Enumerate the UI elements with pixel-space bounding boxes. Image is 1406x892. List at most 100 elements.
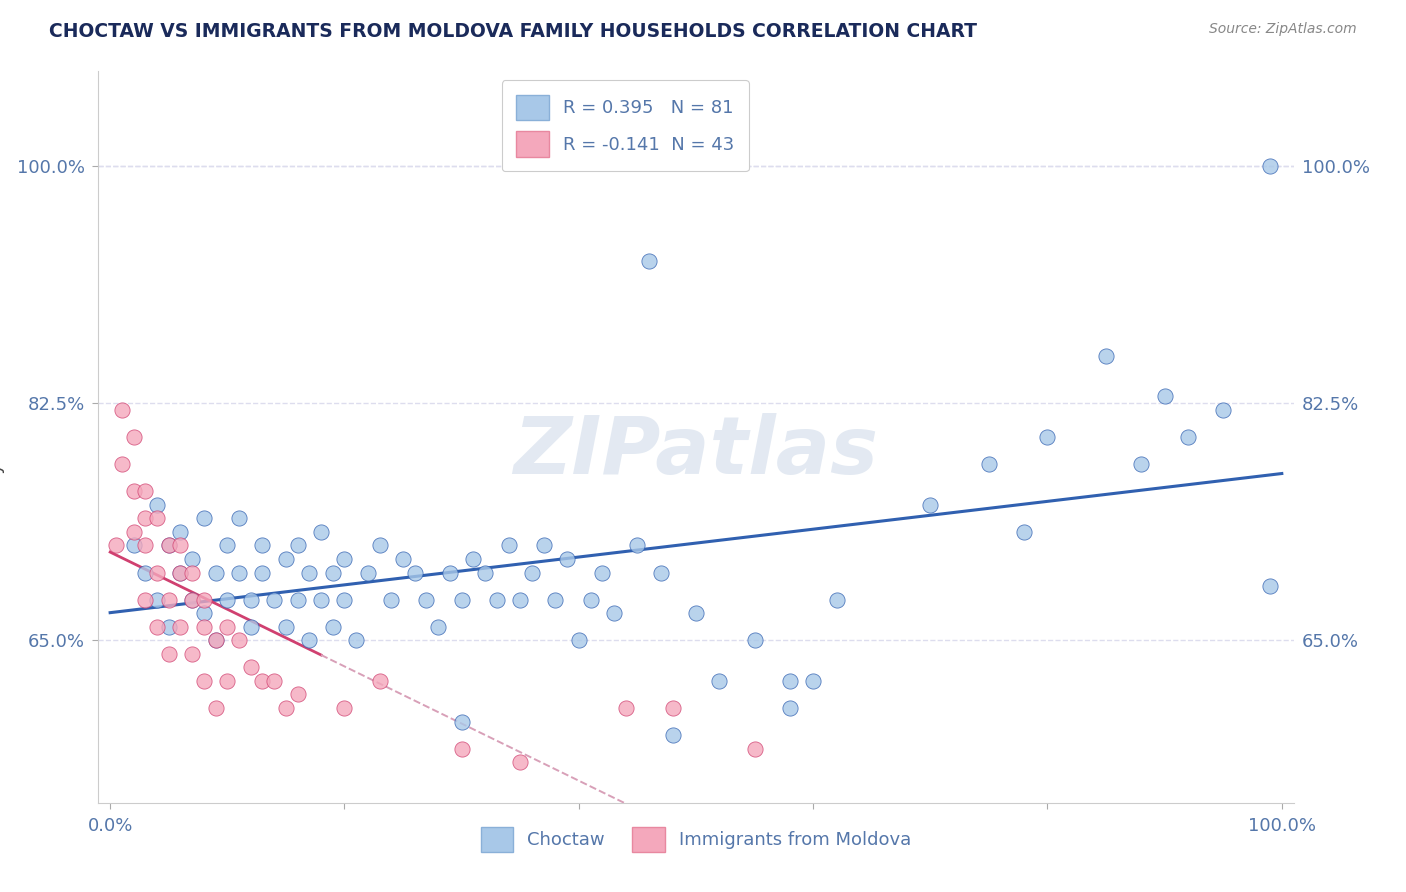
Point [380,592,402,607]
Point [134,538,156,552]
Point [685,606,707,620]
Point [146,511,169,525]
Point [169,566,191,580]
Point [134,592,156,607]
Point [1177,430,1199,444]
Point [344,633,367,648]
Point [744,741,766,756]
Point [122,484,145,499]
Point [193,620,215,634]
Point [169,538,191,552]
Point [450,741,472,756]
Point [181,592,204,607]
Point [169,620,191,634]
Point [626,538,648,552]
Point [274,701,297,715]
Point [263,673,285,688]
Point [509,755,531,769]
Point [274,552,297,566]
Point [825,592,848,607]
Point [638,254,661,268]
Point [1095,349,1118,363]
Text: CHOCTAW VS IMMIGRANTS FROM MOLDOVA FAMILY HOUSEHOLDS CORRELATION CHART: CHOCTAW VS IMMIGRANTS FROM MOLDOVA FAMIL… [49,22,977,41]
Legend: Choctaw, Immigrants from Moldova: Choctaw, Immigrants from Moldova [474,820,918,860]
Point [134,511,156,525]
Point [333,592,356,607]
Point [1153,389,1175,403]
Point [181,552,204,566]
Text: Source: ZipAtlas.com: Source: ZipAtlas.com [1209,22,1357,37]
Point [287,592,309,607]
Point [122,430,145,444]
Point [239,592,262,607]
Point [252,673,274,688]
Point [392,552,415,566]
Point [204,633,226,648]
Point [134,484,156,499]
Point [193,511,215,525]
Point [661,701,683,715]
Point [555,552,578,566]
Point [217,620,239,634]
Point [228,633,250,648]
Point [450,592,472,607]
Point [474,566,496,580]
Point [568,633,591,648]
Point [169,524,191,539]
Point [498,538,520,552]
Point [333,701,356,715]
Point [204,633,226,648]
Point [368,538,391,552]
Point [709,673,731,688]
Point [146,620,169,634]
Point [239,620,262,634]
Point [287,538,309,552]
Point [263,592,285,607]
Point [228,511,250,525]
Point [287,688,309,702]
Point [122,538,145,552]
Point [193,673,215,688]
Point [533,538,555,552]
Point [146,498,169,512]
Point [779,673,801,688]
Y-axis label: Family Households: Family Households [0,353,6,521]
Point [193,592,215,607]
Point [977,457,1000,471]
Point [298,566,321,580]
Point [309,524,332,539]
Point [485,592,508,607]
Point [111,403,134,417]
Point [157,647,180,661]
Point [322,566,344,580]
Point [744,633,766,648]
Point [204,566,226,580]
Point [274,620,297,634]
Point [579,592,602,607]
Point [252,566,274,580]
Point [181,647,204,661]
Point [520,566,543,580]
Point [415,592,437,607]
Point [146,592,169,607]
Point [779,701,801,715]
Point [368,673,391,688]
Point [614,701,637,715]
Point [650,566,672,580]
Point [509,592,531,607]
Point [1012,524,1035,539]
Point [252,538,274,552]
Point [181,566,204,580]
Point [298,633,321,648]
Point [544,592,567,607]
Point [333,552,356,566]
Point [181,592,204,607]
Point [920,498,942,512]
Point [591,566,613,580]
Point [217,673,239,688]
Point [1130,457,1153,471]
Point [228,566,250,580]
Point [1258,579,1281,593]
Point [217,538,239,552]
Point [157,620,180,634]
